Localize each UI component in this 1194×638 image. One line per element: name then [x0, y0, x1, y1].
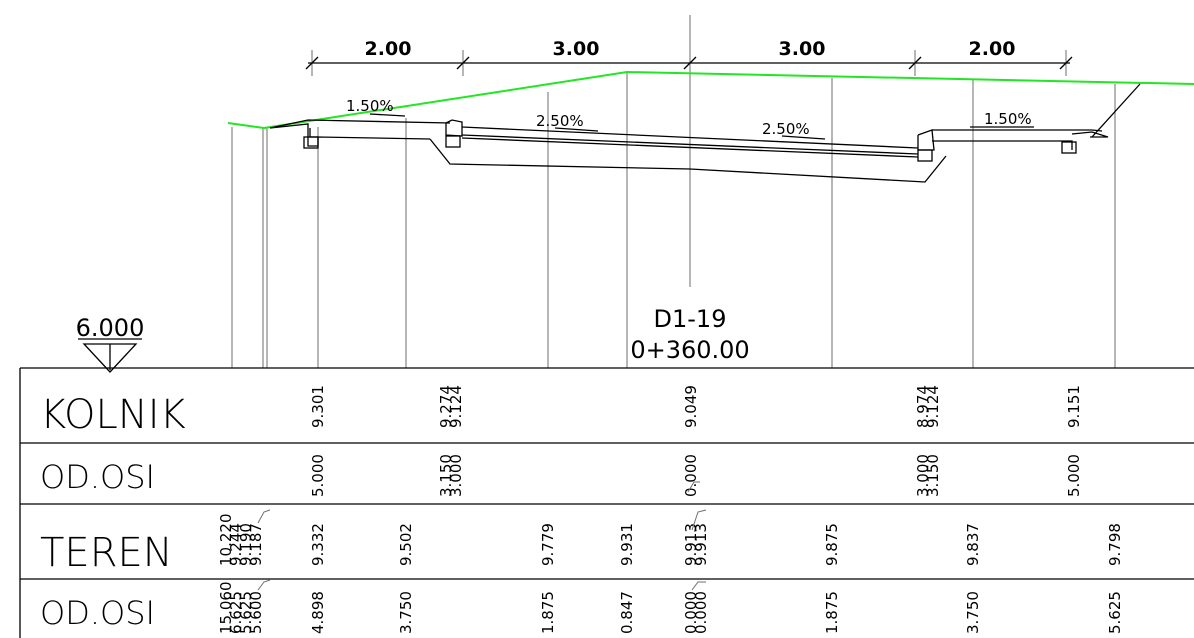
slope-label-2: 2.50%	[536, 112, 584, 130]
section-station: 0+360.00	[630, 336, 749, 364]
kolnik-offset-value-3: 3.000	[447, 454, 465, 497]
teren-offset-value-13: 5.625	[1106, 591, 1124, 634]
slope-label-4: 1.50%	[984, 110, 1032, 128]
elevation-datum-label: 6.000	[76, 314, 145, 342]
kolnik-value-5: 8.974	[914, 385, 932, 428]
teren-offset-value-7: 1.875	[539, 591, 557, 634]
teren-offset-value-6: 3.750	[397, 591, 415, 634]
kolnik-value-7: 9.151	[1065, 385, 1083, 428]
row-label-kolnik: KOLNIK	[40, 392, 186, 438]
kolnik-offset-value-5: 3.000	[914, 454, 932, 497]
kolnik-offset-value-6: 3.150	[924, 454, 942, 497]
kolnik-offset-value-2: 3.150	[437, 454, 455, 497]
teren-offset-value-1: 15.060	[217, 582, 235, 635]
teren-offset-value-5: 4.898	[309, 591, 327, 634]
kolnik-value-3: 9.124	[447, 385, 465, 428]
teren-offset-value-2: 6.625	[227, 591, 245, 634]
kolnik-value-4: 9.049	[682, 385, 700, 428]
dimension-label-4: 2.00	[969, 38, 1016, 60]
terrain-line	[227, 70, 1194, 130]
road-structure	[269, 83, 1141, 183]
dimension-line	[305, 50, 1073, 76]
teren-offset-value-12: 3.750	[964, 591, 982, 634]
teren-value-1: 10.220	[217, 514, 235, 567]
teren-offset-value-3: 5.625	[237, 591, 255, 634]
teren-value-5: 9.332	[309, 523, 327, 566]
kolnik-offset-value-7: 5.000	[1065, 454, 1083, 497]
dimension-label-3: 3.00	[779, 38, 826, 60]
teren-value-9: 9.913	[682, 523, 700, 566]
dimension-label-2: 3.00	[553, 38, 600, 60]
teren-value-6: 9.502	[397, 523, 415, 566]
row-label-teren: TEREN	[40, 530, 173, 576]
teren-value-11: 9.875	[823, 523, 841, 566]
teren-offset-value-9: 0.000	[682, 591, 700, 634]
teren-value-7: 9.779	[539, 523, 557, 566]
teren-offset-value-4: 5.600	[247, 591, 265, 634]
kolnik-value-6: 9.124	[924, 385, 942, 428]
slope-label-1: 1.50%	[346, 97, 394, 115]
teren-value-2: 9.244	[227, 523, 245, 566]
teren-offset-value-11: 1.875	[823, 591, 841, 634]
teren-value-12: 9.837	[964, 523, 982, 566]
teren-value-13: 9.798	[1106, 523, 1124, 566]
kolnik-offset-value-1: 5.000	[309, 454, 327, 497]
row-label-kolnik-offset: OD.OSI	[40, 458, 155, 496]
dimension-label-1: 2.00	[365, 38, 412, 60]
kolnik-value-2: 9.274	[437, 385, 455, 428]
section-name: D1-19	[654, 305, 727, 333]
teren-value-3: 9.190	[237, 523, 255, 566]
teren-offset-value-8: 0.847	[618, 591, 636, 634]
teren-value-8: 9.931	[618, 523, 636, 566]
teren-value-10: 9.913	[692, 523, 710, 566]
row-label-teren-offset: OD.OSI	[40, 594, 155, 632]
profile-table	[19, 367, 1194, 638]
teren-value-4: 9.187	[247, 523, 265, 566]
teren-offset-value-10: 0.000	[692, 591, 710, 634]
slope-label-3: 2.50%	[762, 120, 810, 138]
kolnik-value-1: 9.301	[309, 385, 327, 428]
kolnik-offset-value-4: 0.000	[682, 454, 700, 497]
